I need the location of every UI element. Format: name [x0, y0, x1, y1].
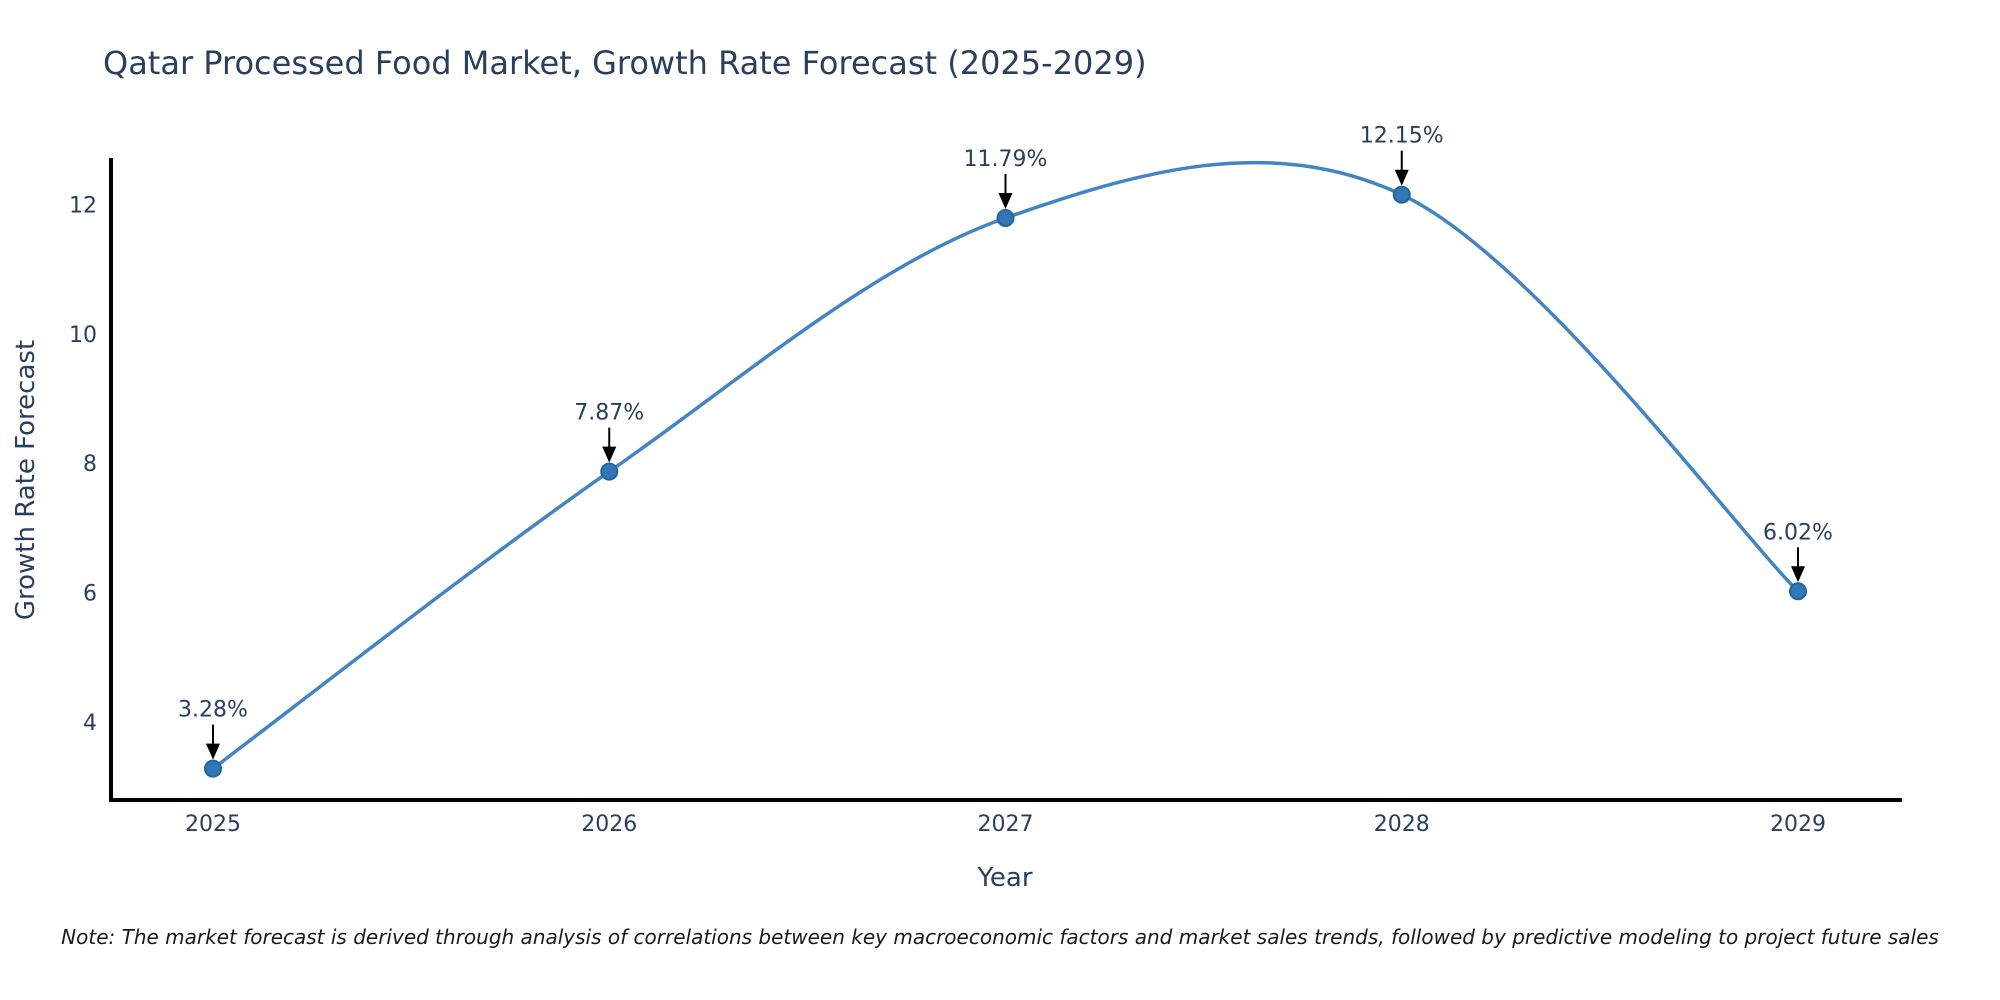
x-tick-label: 2027 [978, 812, 1034, 837]
annotation-arrow-head [998, 192, 1013, 209]
data-point-marker [204, 759, 222, 778]
y-axis-title: Growth Rate Forecast [11, 339, 41, 621]
point-value-label: 11.79% [964, 147, 1048, 172]
x-axis-title: Year [977, 863, 1033, 893]
point-value-label: 3.28% [178, 698, 248, 723]
x-tick-label: 2028 [1374, 812, 1430, 837]
data-point-marker [1392, 185, 1411, 204]
y-tick-label: 6 [83, 582, 97, 607]
annotation-arrow-head [1394, 169, 1409, 186]
point-value-label: 7.87% [574, 401, 644, 426]
x-tick-label: 2026 [581, 812, 637, 837]
x-tick-label: 2025 [185, 812, 241, 837]
forecast-line [211, 160, 1800, 771]
annotation-arrow-head [206, 743, 220, 760]
y-tick-label: 4 [83, 711, 97, 736]
y-tick-label: 10 [69, 323, 97, 348]
data-point-marker [600, 462, 619, 481]
x-tick-label: 2029 [1770, 812, 1826, 837]
data-point-marker [996, 208, 1015, 227]
y-tick-label: 8 [83, 452, 97, 477]
point-value-label: 6.02% [1763, 520, 1833, 545]
data-point-marker [1789, 582, 1807, 601]
chart-title: Qatar Processed Food Market, Growth Rate… [103, 44, 1147, 82]
y-tick-label: 12 [69, 193, 97, 218]
annotation-arrow-head [1791, 566, 1805, 583]
point-value-label: 12.15% [1360, 124, 1444, 149]
footnote: Note: The market forecast is derived thr… [61, 925, 1939, 949]
annotation-arrow-head [602, 446, 617, 463]
